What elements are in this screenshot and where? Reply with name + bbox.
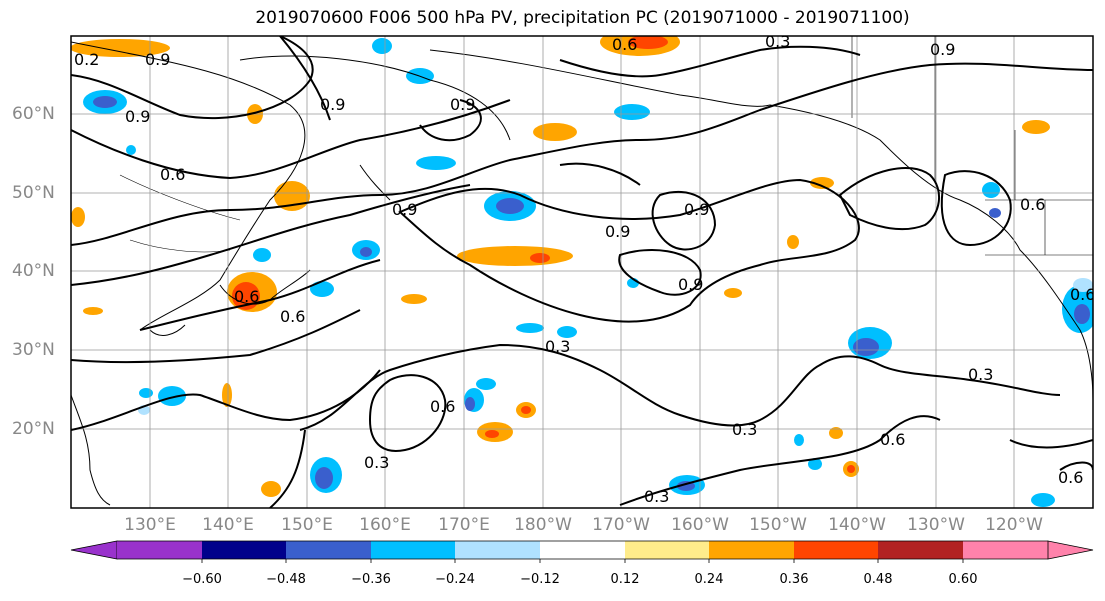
precipitation-shading [71,36,1093,507]
colorbar-tick-label: −0.48 [266,572,306,587]
lon-label: 160°W [671,515,729,535]
contour-label: 0.9 [145,50,170,69]
lon-label: 170°W [592,515,650,535]
colorbar-tick-label: 0.12 [610,572,640,587]
colorbar-tick-label: −0.36 [351,572,391,587]
contour-label: 0.6 [280,307,305,326]
colorbar [70,540,1094,563]
contour-label: 0.9 [678,275,703,294]
contour-label: 0.6 [1070,285,1095,304]
colorbar-tick-label: 0.48 [863,572,893,587]
contour-label: 0.9 [930,40,955,59]
contour-label: 0.9 [450,95,475,114]
contour-label: 0.9 [125,107,150,126]
map-plot: 0.9 0.9 0.6 0.9 0.9 0.9 0.9 0.9 0.9 0.6 … [71,32,1095,508]
contour-label: 0.3 [765,32,790,51]
pv-contours [71,36,1093,508]
contour-label: 0.6 [1058,468,1083,487]
colorbar-tick-label: −0.12 [520,572,560,587]
contour-label: 0.9 [605,222,630,241]
contour-label: 0.3 [644,487,669,506]
lon-label: 180°W [514,515,572,535]
colorbar-tick-label: −0.60 [182,572,222,587]
lon-label: 120°W [985,515,1043,535]
lat-label: 60°N [12,104,55,124]
colorbar-tick-label: 0.24 [694,572,724,587]
colorbar-tick-label: 0.60 [948,572,978,587]
contour-label: 0.6 [234,287,259,306]
lon-label: 130°W [907,515,965,535]
lon-label: 140°W [828,515,886,535]
gridlines [71,36,1093,508]
colorbar-tick-label: 0.36 [779,572,809,587]
coastlines [71,41,1093,506]
lat-label: 40°N [12,261,55,281]
contour-label: 0.9 [684,200,709,219]
lon-label: 170°E [438,515,490,535]
lon-label: 150°W [749,515,807,535]
contour-label: 0.9 [320,95,345,114]
contour-label: 0.6 [1020,195,1045,214]
lat-label: 20°N [12,419,55,439]
contour-label: 0.3 [732,420,757,439]
colorbar-tick-label: −0.24 [435,572,475,587]
contour-label: 0.6 [160,165,185,184]
contour-label: 0.6 [880,430,905,449]
lon-label: 140°E [202,515,254,535]
contour-label: 0.6 [612,35,637,54]
map-title: 2019070600 F006 500 hPa PV, precipitatio… [255,8,910,28]
contour-label: 0.3 [364,453,389,472]
map-frame [70,35,1094,509]
lat-label: 50°N [12,183,55,203]
lat-label: 30°N [12,340,55,360]
lon-label: 160°E [359,515,411,535]
contour-label: 0.9 [392,200,417,219]
contour-label: 0.3 [545,337,570,356]
lon-label: 150°E [281,515,333,535]
contour-label: 0.2 [74,50,99,69]
lon-label: 130°E [124,515,176,535]
contour-label: 0.6 [430,397,455,416]
contour-label: 0.3 [968,365,993,384]
